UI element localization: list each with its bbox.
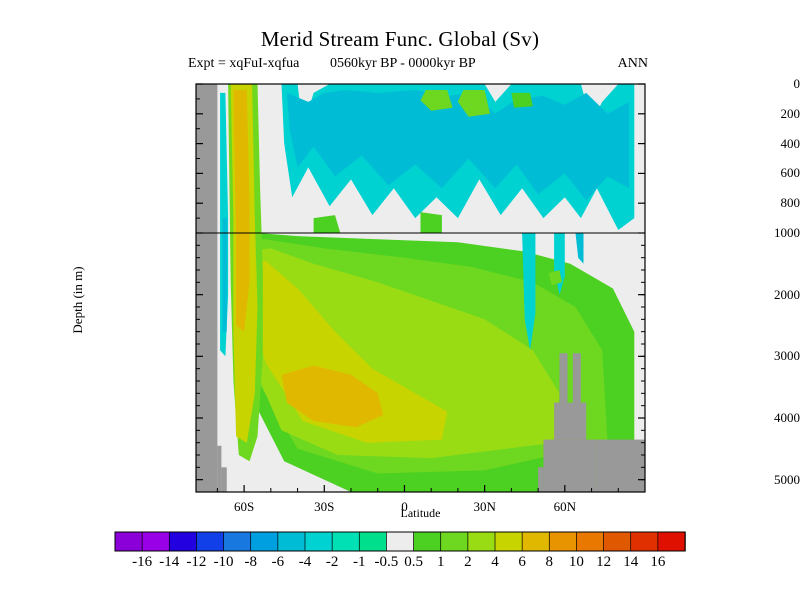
colorbar-cell <box>603 531 632 552</box>
plot-frame <box>195 83 646 493</box>
colorbar-cell <box>223 531 252 552</box>
colorbar-tick-label: -6 <box>271 554 285 570</box>
colorbar-tick-label: 12 <box>596 554 612 570</box>
colorbar-cell <box>440 531 469 552</box>
upper-negative-core <box>286 90 629 201</box>
x-tick-label: 60S <box>233 499 255 514</box>
land-north-basin <box>543 439 597 492</box>
y-tick-label: 3000 <box>774 348 800 364</box>
experiment-label: Expt = xqFuI-xqfua <box>188 56 300 71</box>
upper-positive-pocket-c <box>511 92 533 108</box>
colorbar-cell <box>386 531 415 552</box>
colorbar-cell <box>494 531 523 552</box>
y-tick-label: 200 <box>780 105 800 121</box>
colorbar-cell <box>250 531 279 552</box>
colorbar-cell <box>467 531 496 552</box>
y-tick-label: 5000 <box>774 471 800 487</box>
land-antarctic-shelf-a <box>217 445 222 492</box>
midlat-blob-c <box>548 270 563 286</box>
colorbar-tick-label: -12 <box>186 554 207 570</box>
land-north-rise <box>554 402 587 440</box>
upper-positive-pocket-a <box>420 90 453 111</box>
x-tick-label: 30S <box>314 499 335 514</box>
colorbar-tick-label: 4 <box>491 554 499 570</box>
colorbar-cell <box>304 531 333 552</box>
land-north-step <box>538 467 544 492</box>
y-tick-label: 800 <box>780 195 800 211</box>
colorbar-tick-label: -1 <box>353 554 366 570</box>
colorbar <box>114 531 686 552</box>
colorbar-cell <box>521 531 551 552</box>
x-tick-label: 30N <box>473 499 496 514</box>
colorbar-tick-label: 10 <box>568 554 584 570</box>
colorbar-cell <box>548 531 578 552</box>
colorbar-tick-label: 8 <box>545 554 554 570</box>
contour-field <box>196 84 645 492</box>
colorbar-cell <box>114 531 143 552</box>
page-title: Merid Stream Func. Global (Sv) <box>260 27 540 51</box>
season-label: ANN <box>617 56 648 71</box>
colorbar-cell <box>576 531 605 552</box>
colorbar-tick-label: -4 <box>298 554 312 570</box>
colorbar-tick-label: -8 <box>244 554 257 570</box>
colorbar-cell <box>331 531 361 552</box>
land-ridge-west <box>559 353 568 403</box>
colorbar-tick-label: -16 <box>132 554 153 570</box>
colorbar-tick-label: 16 <box>650 554 666 570</box>
colorbar-tick-label: -14 <box>159 554 180 570</box>
period-label: 0560kyr BP - 0000kyr BP <box>330 56 476 71</box>
deep-positive-peak <box>281 365 384 428</box>
colorbar-tick-label: 1 <box>436 554 445 570</box>
land-north-margin <box>596 439 645 492</box>
north-filament-c <box>575 233 584 264</box>
colorbar-cell <box>168 531 198 552</box>
land-antarctic-shelf-b <box>221 467 227 492</box>
subtitle-row: Expt = xqFuI-xqfua 0560kyr BP - 0000kyr … <box>0 56 800 76</box>
colorbar-cell <box>196 531 225 552</box>
upper-positive-pocket-b <box>457 90 490 117</box>
colorbar-tick-label: -10 <box>213 554 234 570</box>
land-antarctica <box>196 84 218 492</box>
colorbar-tick-label: 14 <box>623 554 639 570</box>
colorbar-tick-label: 6 <box>518 554 526 570</box>
x-tick-label: 0 <box>401 499 408 514</box>
colorbar-tick-label: -0.5 <box>374 554 399 570</box>
colorbar-tick-label: 2 <box>464 554 472 570</box>
axes-group <box>195 83 646 493</box>
land-ridge-east <box>572 353 581 403</box>
antarctic-flank-negative-core <box>222 218 227 332</box>
colorbar-cell <box>630 531 659 552</box>
southern-column-peak <box>233 90 250 332</box>
y-tick-label: 4000 <box>774 410 800 425</box>
y-tick-label: 2000 <box>774 286 800 302</box>
x-tick-label: 60N <box>553 499 577 514</box>
y-tick-label: 0 <box>793 76 800 91</box>
colorbar-cell <box>358 531 388 552</box>
midlat-blob-b <box>420 212 442 233</box>
colorbar-cell <box>141 531 171 552</box>
colorbar-tick-label: -2 <box>325 554 339 570</box>
colorbar-cell <box>657 531 686 552</box>
colorbar-frame <box>114 531 686 552</box>
midlat-blob-a <box>313 215 341 233</box>
x-axis-label: Latitude <box>400 506 441 520</box>
colorbar-tick-label: 0.5 <box>404 554 423 570</box>
y-tick-label: 600 <box>780 165 800 181</box>
y-tick-label: 1000 <box>774 225 800 240</box>
colorbar-cell <box>413 531 442 552</box>
colorbar-cell <box>277 531 306 552</box>
north-filament-a <box>522 233 536 351</box>
y-tick-label: 400 <box>780 135 800 151</box>
